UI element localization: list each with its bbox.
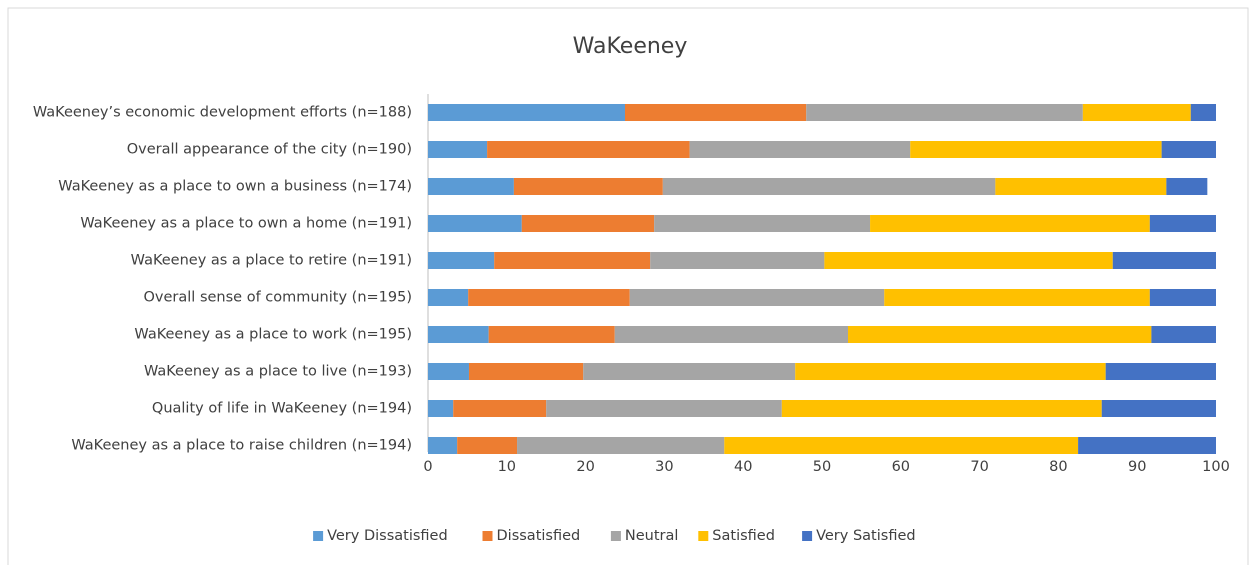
bar-segment	[1151, 326, 1216, 343]
bar-segment	[583, 363, 796, 380]
bar-segment	[428, 363, 469, 380]
bar-segment	[428, 326, 489, 343]
bar-segment	[1101, 400, 1216, 417]
x-tick-label: 100	[1202, 459, 1230, 475]
legend-swatch	[698, 531, 709, 541]
bar-segment	[724, 437, 1079, 454]
y-tick-label: Quality of life in WaKeeney (n=194)	[152, 401, 412, 417]
x-tick-label: 70	[970, 459, 988, 475]
bar-segment	[1190, 104, 1216, 121]
legend-label: Dissatisfied	[497, 528, 581, 544]
bar-segment	[629, 289, 885, 306]
y-tick-label: WaKeeney as a place to retire (n=191)	[131, 253, 412, 269]
x-tick-label: 10	[498, 459, 516, 475]
bar-segment	[625, 104, 807, 121]
bar-segment	[1078, 437, 1216, 454]
bar-segment	[488, 326, 615, 343]
x-tick-label: 0	[423, 459, 432, 475]
bar-segment	[654, 215, 871, 232]
legend-label: Very Satisfied	[816, 528, 915, 544]
bar-segment	[1161, 141, 1216, 158]
bar-segment	[1082, 104, 1191, 121]
bar-segment	[546, 400, 782, 417]
bar-segment	[428, 289, 469, 306]
x-tick-label: 60	[892, 459, 910, 475]
y-tick-label: WaKeeney as a place to raise children (n…	[71, 438, 412, 454]
y-tick-label: WaKeeney as a place to live (n=193)	[144, 364, 412, 380]
bar-segment	[1105, 363, 1216, 380]
bar-segment	[453, 400, 547, 417]
bar-segment	[795, 363, 1106, 380]
x-tick-label: 20	[576, 459, 594, 475]
x-tick-label: 50	[813, 459, 831, 475]
y-tick-label: WaKeeney as a place to own a home (n=191…	[80, 216, 412, 232]
bar-segment	[457, 437, 518, 454]
legend-label: Very Dissatisfied	[327, 528, 448, 544]
legend-swatch	[482, 531, 493, 541]
bar-segment	[428, 252, 495, 269]
bar-segment	[1166, 178, 1208, 195]
bar-segment	[884, 289, 1150, 306]
bar-segment	[487, 141, 690, 158]
x-tick-label: 30	[655, 459, 673, 475]
x-tick-label: 40	[734, 459, 752, 475]
bar-segment	[428, 400, 454, 417]
y-tick-label: WaKeeney’s economic development efforts …	[33, 105, 412, 121]
bar-segment	[806, 104, 1083, 121]
chart-title: WaKeeney	[573, 34, 688, 59]
bar-segment	[870, 215, 1150, 232]
bar-segment	[781, 400, 1102, 417]
bar-segment	[650, 252, 825, 269]
bar-segment	[995, 178, 1167, 195]
chart-frame	[7, 7, 1249, 565]
y-tick-label: Overall appearance of the city (n=190)	[127, 142, 412, 158]
bar-segment	[824, 252, 1113, 269]
bar-segment	[848, 326, 1152, 343]
bar-segment	[428, 215, 522, 232]
bar-segment	[1149, 289, 1216, 306]
bar-segment	[494, 252, 651, 269]
bar-segment	[468, 363, 584, 380]
bar-segment	[428, 437, 458, 454]
legend-swatch	[802, 531, 813, 541]
bar-segment	[428, 141, 488, 158]
bar-segment	[662, 178, 996, 195]
y-tick-label: WaKeeney as a place to work (n=195)	[134, 327, 412, 343]
legend-label: Satisfied	[712, 528, 775, 544]
bar-segment	[517, 437, 725, 454]
legend-label: Neutral	[625, 528, 679, 544]
legend-swatch	[313, 531, 324, 541]
bar-segment	[689, 141, 911, 158]
x-tick-label: 80	[1049, 459, 1067, 475]
bar-segment	[910, 141, 1162, 158]
y-tick-label: WaKeeney as a place to own a business (n…	[58, 179, 412, 195]
bar-segment	[428, 178, 514, 195]
bar-segment	[521, 215, 655, 232]
bar-segment	[513, 178, 663, 195]
legend-swatch	[610, 531, 621, 541]
bar-segment	[1112, 252, 1216, 269]
bar-segment	[614, 326, 849, 343]
bar-segment	[1149, 215, 1216, 232]
bar-segment	[428, 104, 625, 121]
x-tick-label: 90	[1128, 459, 1146, 475]
y-tick-label: Overall sense of community (n=195)	[144, 290, 412, 306]
bar-segment	[468, 289, 630, 306]
